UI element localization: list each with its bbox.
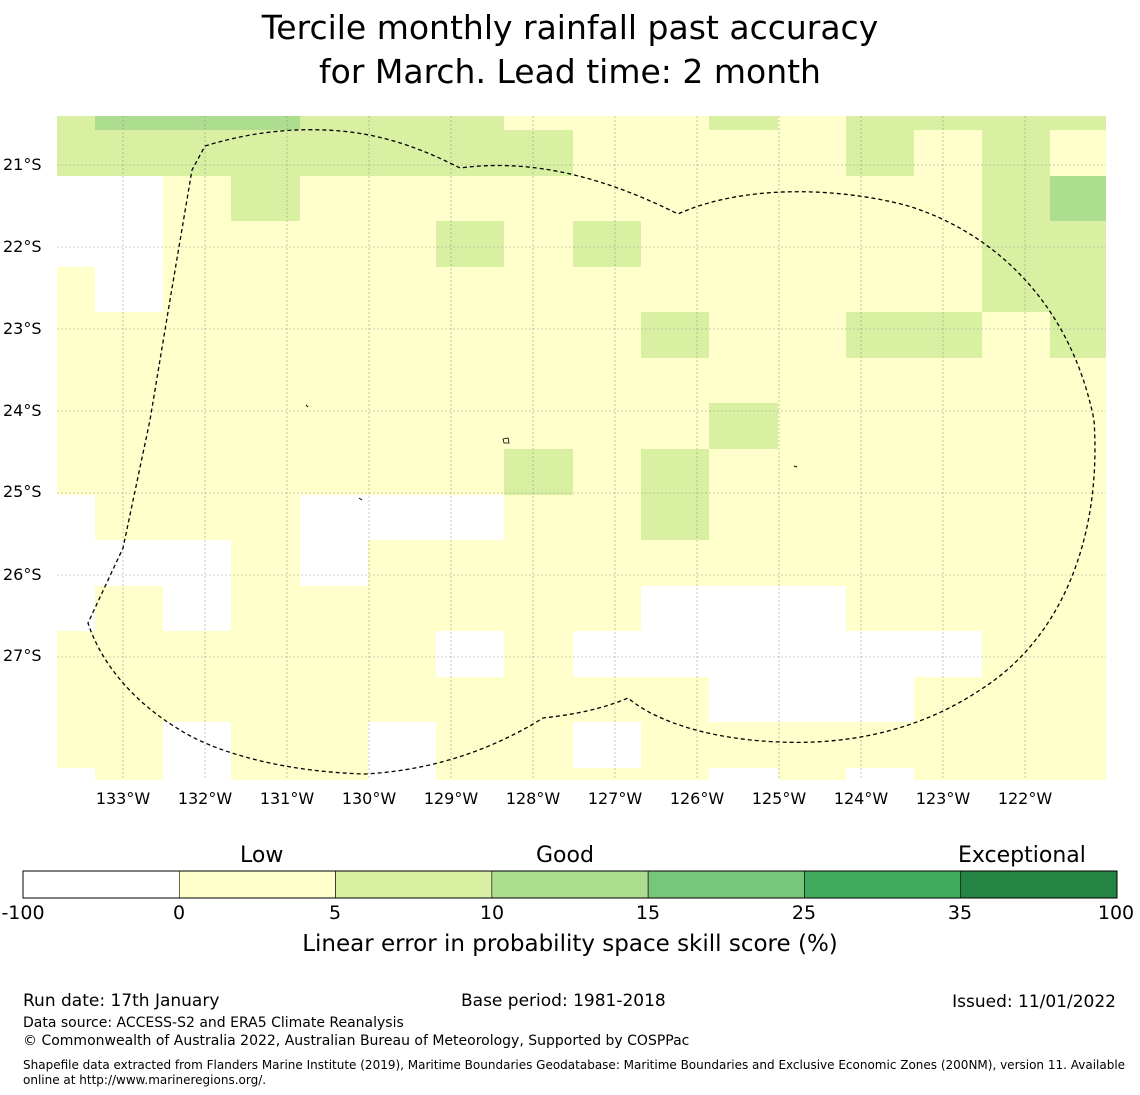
base-period: Base period: 1981-2018 [461,991,666,1011]
grid-cell [709,116,778,130]
island-outline [358,497,363,501]
grid-cell [57,495,95,540]
island-outline [502,437,510,444]
grid-cell [57,586,95,631]
colorbar-segment [335,870,493,899]
colorbar-segment [804,870,962,899]
grid-cell [57,768,95,780]
grid-cell [436,221,504,267]
colorbar-segment [491,870,649,899]
colorbar-segment [647,870,805,899]
lat-label: 25°S [3,482,42,501]
colorbar-tick: 100 [1097,902,1135,924]
colorbar-segment [960,870,1118,899]
grid-cell [846,312,982,358]
grid-cell [709,677,914,722]
colorbar-tick: 10 [479,902,505,924]
colorbar-tick: -100 [1,902,45,924]
grid-cell [57,116,1106,780]
grid-cell [95,267,163,312]
issued-date: Issued: 11/01/2022 [952,992,1116,1012]
title-line-2: for March. Lead time: 2 month [319,52,821,91]
grid-cell [1050,221,1106,358]
copyright: © Commonwealth of Australia 2022, Austra… [23,1033,690,1049]
grid-cell [641,312,709,358]
lon-label: 131°W [259,789,315,808]
grid-cell [846,130,914,176]
colorbar [22,870,1118,899]
grid-cell [1050,176,1106,221]
lat-label: 26°S [3,565,42,584]
grid-cell [846,116,1106,130]
colorbar-segments [22,870,1118,899]
grid-cell [57,176,163,267]
grid-cell [573,221,641,267]
grid-cell [163,722,231,780]
lat-label: 24°S [3,401,42,420]
lat-label: 27°S [3,646,42,665]
grid-cell [504,116,709,130]
skill-map [57,116,1106,780]
grid-cell [300,116,504,130]
lon-label: 130°W [341,789,397,808]
lon-label: 123°W [915,789,971,808]
grid-cell [504,449,573,495]
map-title: Tercile monthly rainfall past accuracy f… [0,6,1140,94]
colorbar-category-exceptional: Exceptional [958,843,1086,868]
lon-label: 122°W [997,789,1053,808]
grid-cell [163,586,231,631]
colorbar-segment [178,870,336,899]
grid-cell [95,116,300,130]
grid-cell [641,586,846,631]
island-outline [793,465,798,468]
lon-label: 128°W [505,789,561,808]
grid-cell [300,540,368,586]
grid-cell [573,722,641,768]
colorbar-tick: 5 [328,902,342,924]
grid-cell [57,540,231,586]
grid-cell [368,722,436,780]
grid-cell [709,403,778,449]
colorbar-frame [22,870,1118,899]
grid-cell [231,176,300,221]
grid-cell [436,631,504,677]
grid-cell [982,130,1050,176]
colorbar-category-low: Low [240,843,284,868]
colorbar-tick: 25 [791,902,817,924]
colorbar-segment [22,870,180,899]
grid-cell [573,631,982,677]
lon-label: 124°W [833,789,889,808]
title-line-1: Tercile monthly rainfall past accuracy [261,8,879,47]
colorbar-category-good: Good [536,843,594,868]
colorbar-tick: 0 [172,902,186,924]
eez-boundary [87,129,1096,775]
grid-cell [982,176,1050,312]
lon-label: 127°W [587,789,643,808]
grid-cell [57,130,573,176]
grid-cell [641,449,709,540]
grid-cell [846,768,914,780]
lon-label: 129°W [423,789,479,808]
colorbar-tick: 35 [947,902,973,924]
grid-cell [709,768,778,780]
lat-label: 22°S [3,237,42,256]
lon-label: 133°W [95,789,151,808]
lat-label: 21°S [3,155,42,174]
island-outline [305,404,309,408]
lat-label: 23°S [3,319,42,338]
colorbar-tick: 15 [635,902,661,924]
shapefile-credit: Shapefile data extracted from Flanders M… [23,1058,1126,1087]
grid-cell [57,116,95,130]
graticule [57,116,1106,780]
colorbar-label: Linear error in probability space skill … [302,931,838,957]
lon-label: 132°W [177,789,233,808]
run-date: Run date: 17th January [23,991,220,1011]
data-source: Data source: ACCESS-S2 and ERA5 Climate … [23,1015,404,1031]
lon-label: 125°W [751,789,807,808]
skill-grid-cells [57,116,1106,780]
grid-cell [300,495,504,540]
lon-label: 126°W [669,789,725,808]
